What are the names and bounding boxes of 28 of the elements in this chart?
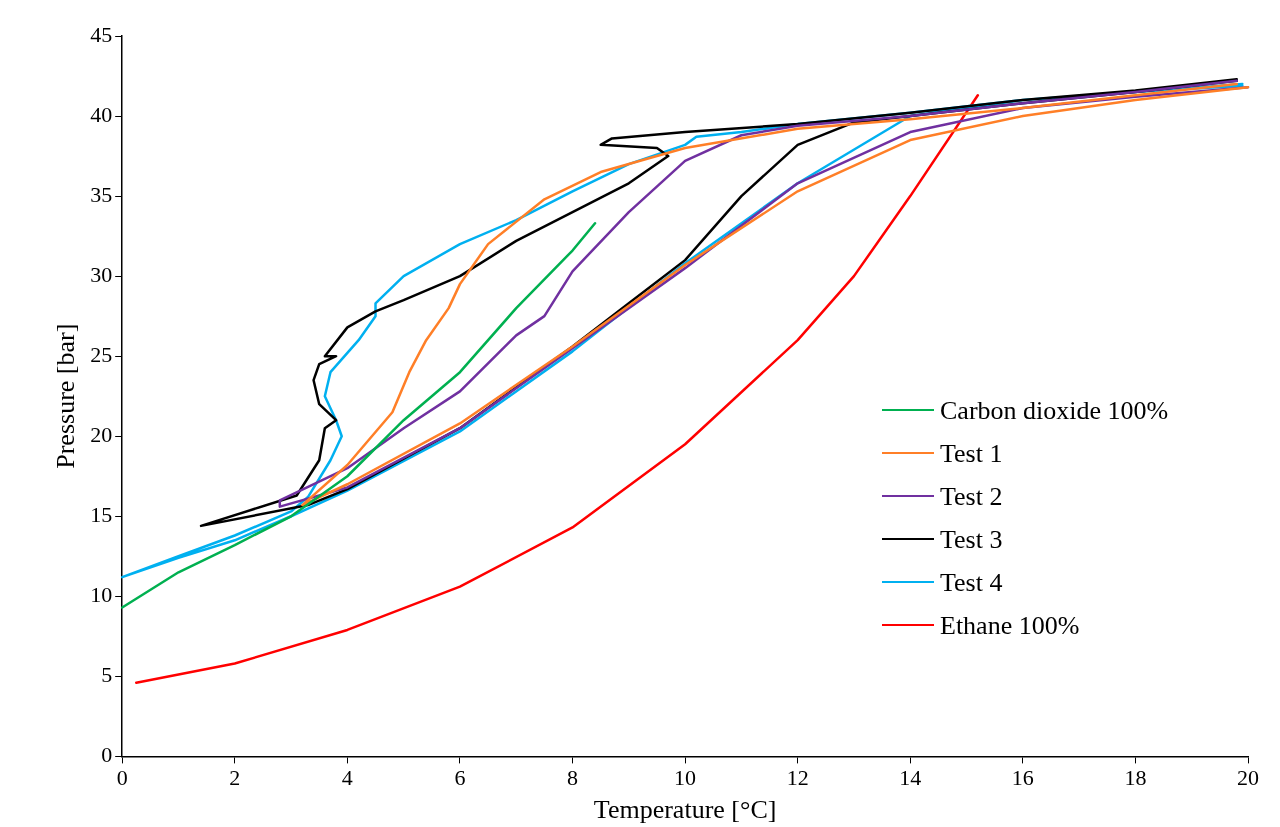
y-tick-label: 20 — [90, 422, 113, 447]
y-tick-label: 35 — [90, 181, 113, 207]
legend-label: Ethane 100% — [940, 610, 1080, 642]
legend-label: Test 3 — [940, 524, 1003, 556]
x-axis-title: Temperature [°C] — [593, 795, 777, 825]
y-tick-label: 45 — [90, 21, 113, 47]
y-tick-label: 30 — [90, 261, 113, 287]
legend-label: Test 1 — [940, 438, 1003, 470]
x-tick-label: 12 — [786, 765, 809, 791]
y-tick-label: 40 — [90, 101, 113, 127]
x-tick-label: 16 — [1011, 765, 1034, 791]
y-tick-label: 10 — [90, 582, 113, 608]
x-tick-label: 18 — [1124, 765, 1147, 791]
legend-label: Carbon dioxide 100% — [940, 395, 1169, 427]
y-tick-label: 0 — [101, 742, 113, 768]
x-tick-label: 8 — [567, 765, 579, 791]
x-tick-label: 4 — [341, 765, 353, 791]
legend-label: Test 2 — [940, 481, 1003, 513]
x-tick-label: 6 — [454, 765, 466, 791]
x-tick-label: 2 — [229, 765, 241, 791]
y-tick-label: 15 — [90, 502, 113, 528]
y-tick-label: 5 — [101, 662, 113, 688]
x-tick-label: 20 — [1237, 765, 1259, 791]
legend-label: Test 4 — [940, 567, 1003, 599]
x-tick-label: 14 — [899, 765, 922, 791]
y-tick-label: 25 — [90, 341, 113, 367]
y-axis-title: Pressure [bar] — [51, 323, 81, 469]
x-tick-label: 10 — [674, 765, 697, 791]
